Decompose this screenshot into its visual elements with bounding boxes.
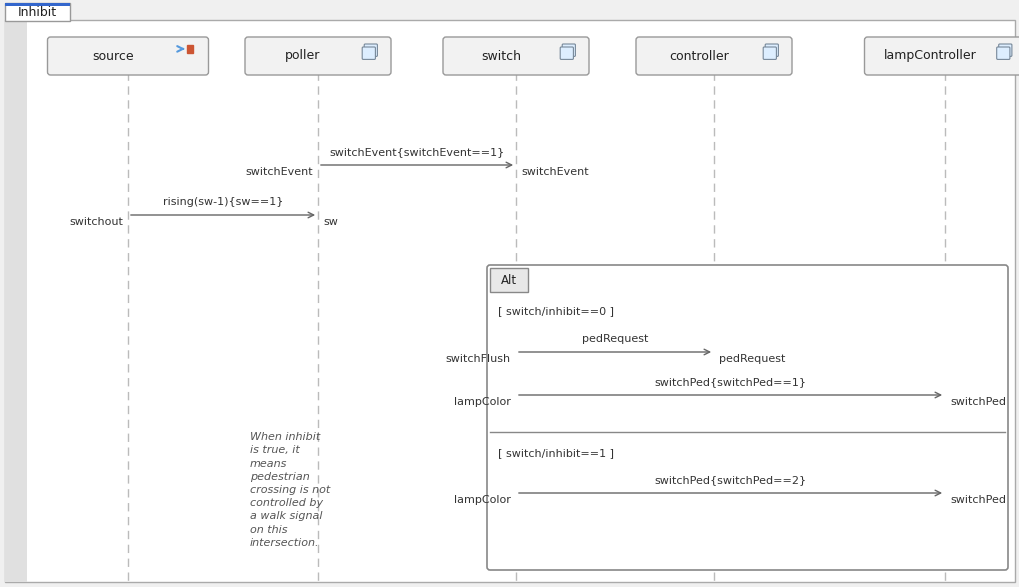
Bar — [5, 20, 26, 582]
Text: switchEvent{switchEvent==1}: switchEvent{switchEvent==1} — [329, 147, 504, 157]
FancyBboxPatch shape — [762, 47, 775, 59]
Text: switchPed{switchPed==2}: switchPed{switchPed==2} — [654, 475, 806, 485]
Bar — [489, 268, 528, 292]
Text: switchFlush: switchFlush — [445, 354, 511, 364]
FancyBboxPatch shape — [245, 37, 390, 75]
Text: switch: switch — [481, 49, 521, 62]
Text: poller: poller — [285, 49, 320, 62]
Text: [ switch/inhibit==0 ]: [ switch/inhibit==0 ] — [497, 306, 613, 316]
Text: Alt: Alt — [500, 274, 517, 286]
Text: rising(sw-1){sw==1}: rising(sw-1){sw==1} — [163, 197, 283, 207]
Text: source: source — [92, 49, 133, 62]
FancyBboxPatch shape — [486, 265, 1007, 570]
Text: controller: controller — [668, 49, 729, 62]
FancyBboxPatch shape — [362, 47, 375, 59]
FancyBboxPatch shape — [998, 44, 1011, 56]
FancyBboxPatch shape — [561, 44, 575, 56]
Text: Inhibit: Inhibit — [18, 6, 57, 19]
Text: switchout: switchout — [69, 217, 123, 227]
Text: switchEvent: switchEvent — [246, 167, 313, 177]
Text: pedRequest: pedRequest — [718, 354, 785, 364]
Text: When inhibit
is true, it
means
pedestrian
crossing is not
controlled by
a walk s: When inhibit is true, it means pedestria… — [250, 432, 330, 548]
Text: sw: sw — [323, 217, 337, 227]
FancyBboxPatch shape — [996, 47, 1009, 59]
Text: pedRequest: pedRequest — [581, 334, 647, 344]
FancyBboxPatch shape — [636, 37, 791, 75]
FancyBboxPatch shape — [364, 44, 377, 56]
Text: lampController: lampController — [882, 49, 975, 62]
Text: switchPed: switchPed — [949, 397, 1005, 407]
FancyBboxPatch shape — [864, 37, 1019, 75]
Bar — [5, 3, 70, 6]
Bar — [187, 45, 194, 53]
FancyBboxPatch shape — [559, 47, 573, 59]
Text: switchEvent: switchEvent — [521, 167, 588, 177]
Text: switchPed{switchPed==1}: switchPed{switchPed==1} — [654, 377, 806, 387]
FancyBboxPatch shape — [442, 37, 588, 75]
Bar — [5, 3, 70, 21]
Text: lampColor: lampColor — [453, 495, 511, 505]
Text: lampColor: lampColor — [453, 397, 511, 407]
FancyBboxPatch shape — [764, 44, 777, 56]
FancyBboxPatch shape — [48, 37, 208, 75]
Text: switchPed: switchPed — [949, 495, 1005, 505]
Text: [ switch/inhibit==1 ]: [ switch/inhibit==1 ] — [497, 448, 613, 458]
